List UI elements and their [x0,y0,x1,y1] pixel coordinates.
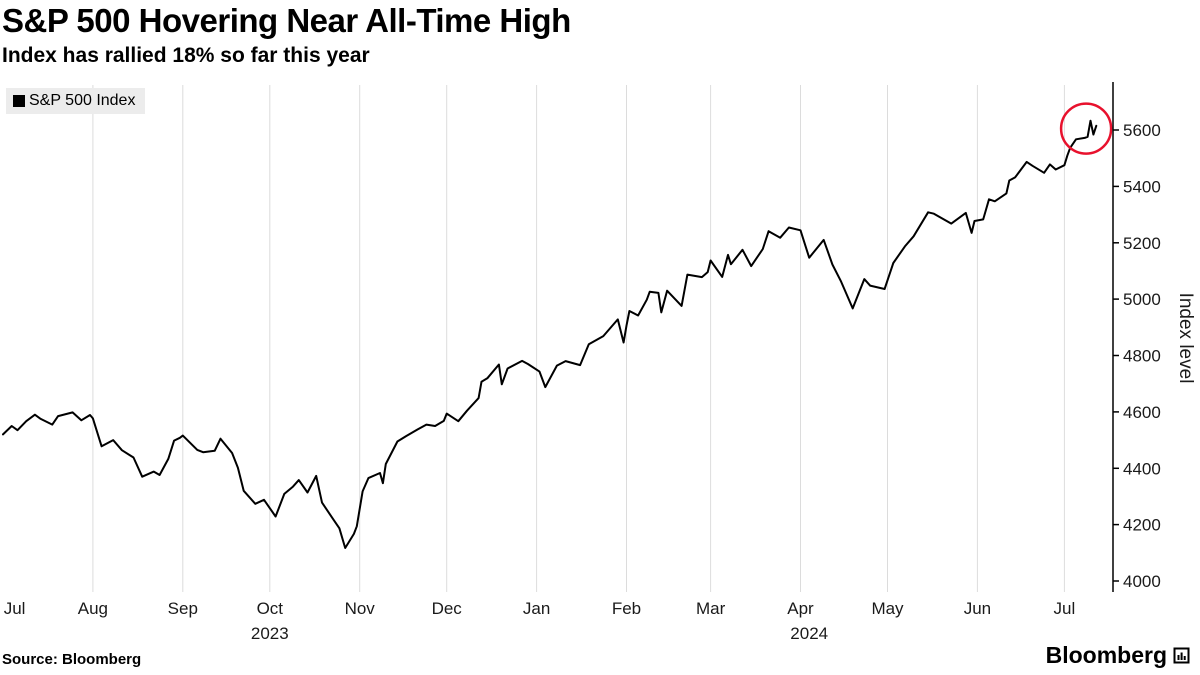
y-tick-label: 4600 [1123,403,1161,422]
x-tick-label: Oct [257,599,284,618]
highlight-circle [1059,102,1113,155]
legend: S&P 500 Index [6,88,146,114]
price-line [2,119,1098,549]
legend-label: S&P 500 Index [29,92,136,109]
x-tick-label: Apr [787,599,814,618]
x-tick-label: Nov [345,599,376,618]
bloomberg-wordmark: Bloomberg [1045,642,1167,668]
chart-title: S&P 500 Hovering Near All-Time High [2,2,571,39]
year-label: 2024 [790,624,828,643]
x-tick-label: Jan [523,599,550,618]
y-tick-label: 4400 [1123,459,1161,478]
year-label: 2023 [251,624,289,643]
y-tick-label: 4000 [1123,572,1161,591]
x-tick-label: Sep [168,599,198,618]
x-tick-label: Mar [696,599,726,618]
y-tick-label: 5400 [1123,177,1161,196]
y-tick-label: 5600 [1123,121,1161,140]
source-credit: Source: Bloomberg [2,651,142,668]
x-tick-label: Jul [4,599,26,618]
y-tick-label: 5200 [1123,234,1161,253]
bloomberg-terminal-icon [1173,647,1190,664]
y-tick-label: 4800 [1123,347,1161,366]
legend-swatch-icon [13,95,25,107]
y-tick-label: 5000 [1123,290,1161,309]
x-tick-label: Feb [612,599,641,618]
y-axis-title: Index level [1175,293,1196,384]
x-tick-label: Aug [78,599,108,618]
bloomberg-brand: Bloomberg [1046,642,1190,669]
y-tick-label: 4200 [1123,516,1161,535]
x-tick-label: Jul [1054,599,1076,618]
x-tick-label: Dec [432,599,463,618]
x-tick-label: May [871,599,904,618]
chart-subtitle: Index has rallied 18% so far this year [2,44,370,67]
x-tick-label: Jun [964,599,991,618]
